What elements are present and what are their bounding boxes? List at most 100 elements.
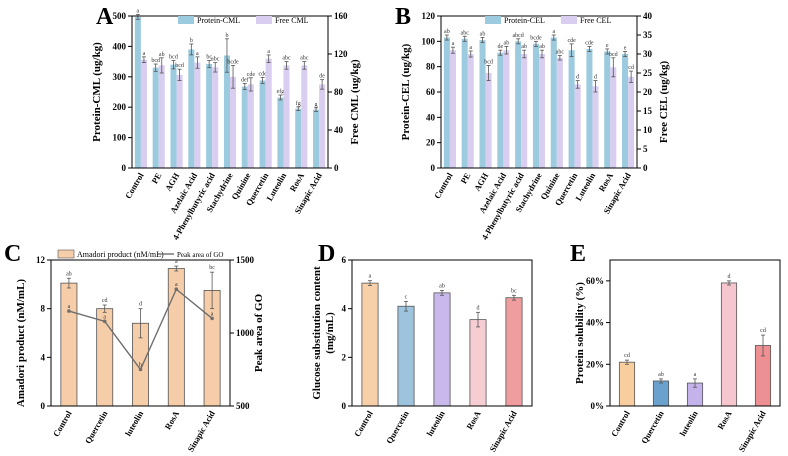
B-bar-free-cel: [467, 54, 474, 168]
A-left-tick-label: 300: [113, 72, 127, 82]
A-significance-label: bcde: [227, 59, 239, 65]
A-significance-label: bcd: [169, 54, 178, 60]
C-category-label: Sinapic Acid: [185, 409, 217, 454]
A-legend-label: Free CML: [275, 16, 309, 25]
B-significance-label: ab: [539, 44, 545, 50]
A-bar-free-cml: [140, 59, 147, 169]
D-bar: [397, 305, 415, 407]
B-significance-label: abc: [461, 30, 470, 36]
C-right-tick-label: 1000: [236, 328, 255, 338]
D-bar: [469, 319, 487, 407]
B-legend-label: Protein-CEL: [504, 16, 545, 25]
D-y-axis-title-unit: (mg/mL): [324, 312, 336, 354]
E-left-tick-label: 60%: [586, 276, 604, 286]
C-bar-amadori-product: [60, 282, 78, 407]
B-right-tick-label: 20: [643, 87, 653, 97]
B-right-tick-label: 35: [643, 30, 653, 40]
B-category-label: PE: [458, 171, 472, 186]
panel-letter: B: [395, 4, 411, 30]
E-significance-label: cd: [624, 353, 630, 359]
B-significance-label: abcd: [512, 33, 523, 39]
A-left-tick-label: 400: [113, 41, 127, 51]
A-bar-protein-cml: [241, 86, 248, 168]
C-category-label: Control: [51, 408, 74, 438]
B-left-tick-label: 40: [426, 112, 436, 122]
C-line-significance-label: a: [103, 314, 106, 320]
A-left-tick-label: 500: [113, 11, 127, 21]
B-right-tick-label: 10: [643, 125, 653, 135]
D-left-tick-label: 0: [342, 401, 347, 411]
E-left-tick-label: 40%: [586, 318, 604, 328]
A-significance-label: fg: [296, 100, 301, 107]
C-category-label: Quercetin: [83, 409, 110, 446]
B-right-tick-label: 0: [643, 163, 648, 173]
B-significance-label: e: [606, 43, 609, 49]
A-bar-free-cml: [212, 67, 219, 168]
B-bar-protein-cel: [568, 50, 575, 169]
C-line-significance-label: a: [175, 282, 178, 288]
C-significance-label: a: [175, 259, 178, 265]
A-significance-label: a: [143, 51, 146, 57]
C-category-label: luteolin: [123, 409, 145, 438]
C-significance-label: bc: [209, 265, 215, 271]
A-bar-free-cml: [194, 62, 201, 168]
D-bar: [505, 297, 523, 407]
E-category-label: RosA: [715, 408, 734, 431]
C-left-tick-label: 12: [36, 255, 46, 265]
C-significance-label: cd: [102, 298, 108, 304]
A-significance-label: a: [137, 8, 140, 14]
plot-frame: [609, 259, 781, 407]
B-left-tick-label: 120: [422, 11, 436, 21]
A-significance-label: abc: [282, 56, 291, 62]
A-category-label: Control: [123, 170, 146, 200]
A-significance-label: abc: [211, 57, 220, 63]
B-significance-label: e: [624, 45, 627, 51]
B-right-tick-label: 40: [643, 11, 653, 21]
C-left-tick-label: 8: [41, 304, 46, 314]
B-bar-protein-cel: [604, 51, 611, 168]
B-bar-protein-cel: [461, 38, 468, 168]
D-category-label: RosA: [464, 408, 483, 431]
panel-D: Da c ab d bc 0 2 4 6 Control Quercetin luteolin RosA…: [311, 241, 533, 454]
D-category-label: Control: [352, 408, 375, 438]
A-right-tick-label: 0: [334, 163, 339, 173]
B-bar-protein-cel: [550, 37, 557, 169]
B-y2-axis-title: Free CEL (ug/kg): [658, 61, 670, 144]
panel-E: Ecd ab a d cd 0% 20% 40% 60% Control Quercetin lute…: [570, 241, 781, 453]
D-category-label: Quercetin: [384, 409, 411, 446]
C-line-significance-label: a: [211, 311, 214, 317]
C-line-point: [210, 316, 214, 321]
B-significance-label: cde: [567, 38, 576, 44]
B-bar-protein-cel: [532, 43, 539, 168]
B-bar-free-cel: [503, 50, 510, 169]
E-category-label: Quercetin: [639, 409, 666, 446]
B-bar-free-cel: [556, 57, 563, 168]
B-significance-label: bcde: [530, 35, 542, 41]
C-legend-label: Amadori product (nM/mL): [77, 250, 164, 259]
D-category-label: Sinapic Acid: [487, 409, 519, 454]
B-right-tick-label: 5: [643, 144, 648, 154]
A-bar-free-cml: [176, 74, 183, 168]
B-bar-protein-cel: [443, 37, 450, 169]
A-significance-label: g: [315, 102, 318, 108]
B-bar-free-cel: [610, 67, 617, 168]
D-significance-label: bc: [511, 288, 517, 294]
B-bar-free-cel: [592, 86, 599, 168]
A-bar-protein-cml: [170, 64, 177, 168]
B-right-tick-label: 30: [643, 49, 653, 59]
A-significance-label: de: [319, 74, 325, 80]
C-right-tick-label: 1500: [236, 255, 255, 265]
E-bar: [618, 361, 636, 407]
panel-letter: C: [4, 241, 21, 267]
E-category-label: luteolin: [677, 409, 699, 438]
C-right-tick-label: 500: [236, 401, 250, 411]
D-left-tick-label: 6: [342, 255, 347, 265]
B-category-label: Control: [432, 170, 455, 200]
E-bar: [720, 282, 738, 407]
D-bar: [361, 282, 379, 407]
C-significance-label: ab: [66, 271, 72, 277]
A-right-tick-label: 160: [334, 11, 348, 21]
